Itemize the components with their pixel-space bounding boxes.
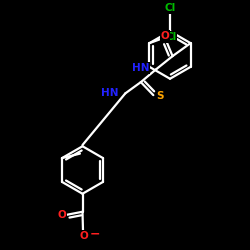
Text: HN: HN bbox=[101, 88, 118, 98]
Text: O: O bbox=[161, 30, 170, 40]
Text: Cl: Cl bbox=[164, 3, 175, 13]
Text: HN: HN bbox=[132, 63, 149, 73]
Text: O: O bbox=[79, 231, 88, 241]
Text: Cl: Cl bbox=[165, 32, 176, 42]
Text: −: − bbox=[90, 227, 101, 240]
Text: S: S bbox=[156, 91, 164, 101]
Text: O: O bbox=[57, 210, 66, 220]
